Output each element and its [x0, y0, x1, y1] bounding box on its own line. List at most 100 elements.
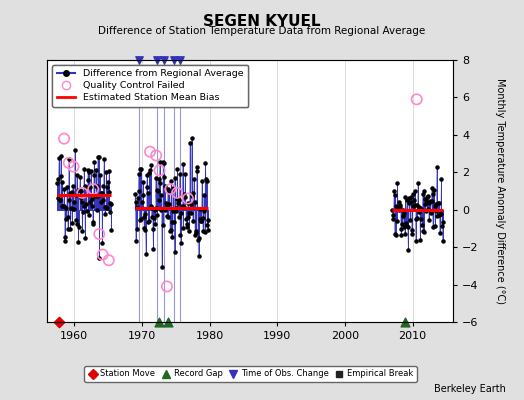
Point [90, 172, 98, 178]
Point [105, 168, 113, 174]
Point [429, 224, 437, 230]
Point [63, 214, 72, 220]
Point [181, 194, 189, 200]
Legend: Station Move, Record Gap, Time of Obs. Change, Empirical Break: Station Move, Record Gap, Time of Obs. C… [84, 366, 417, 382]
Point [169, 208, 178, 214]
Point [400, 319, 409, 325]
Point [429, 191, 438, 197]
Point [434, 200, 442, 206]
Point [178, 202, 186, 209]
Point [188, 193, 196, 199]
Point [164, 214, 172, 221]
Point [193, 164, 201, 170]
Point [69, 206, 78, 212]
Point [75, 187, 84, 193]
Point [84, 169, 93, 175]
Point [145, 217, 153, 224]
Y-axis label: Monthly Temperature Anomaly Difference (°C): Monthly Temperature Anomaly Difference (… [496, 78, 506, 304]
Point [93, 183, 102, 189]
Point [95, 255, 104, 262]
Point [139, 179, 147, 186]
Point [102, 204, 110, 210]
Point [143, 184, 151, 190]
Point [403, 223, 411, 230]
Point [177, 210, 185, 216]
Point [147, 162, 155, 168]
Point [163, 186, 172, 193]
Point [53, 180, 61, 186]
Point [73, 221, 81, 228]
Point [85, 199, 94, 206]
Point [175, 197, 183, 203]
Point [202, 178, 211, 184]
Point [66, 190, 74, 196]
Point [70, 206, 79, 212]
Point [391, 192, 399, 198]
Legend: Difference from Regional Average, Quality Control Failed, Estimated Station Mean: Difference from Regional Average, Qualit… [52, 65, 248, 107]
Point [91, 167, 100, 174]
Point [88, 196, 96, 202]
Point [396, 203, 404, 210]
Point [411, 238, 420, 245]
Point [403, 224, 412, 230]
Point [410, 196, 418, 203]
Point [158, 222, 167, 228]
Point [192, 228, 201, 234]
Point [91, 193, 99, 200]
Point [54, 319, 63, 325]
Point [105, 209, 114, 215]
Point [152, 152, 160, 159]
Point [418, 222, 426, 228]
Point [191, 232, 199, 238]
Point [417, 206, 425, 212]
Point [174, 214, 183, 220]
Point [424, 193, 432, 199]
Point [187, 201, 195, 208]
Point [53, 195, 62, 201]
Point [421, 200, 430, 207]
Point [182, 216, 190, 222]
Point [427, 208, 435, 214]
Point [402, 196, 411, 203]
Point [204, 217, 212, 223]
Point [68, 189, 76, 195]
Point [149, 245, 158, 252]
Point [144, 190, 152, 196]
Point [101, 211, 110, 218]
Point [83, 208, 91, 214]
Point [78, 199, 86, 205]
Point [155, 176, 163, 182]
Point [404, 247, 412, 253]
Point [187, 210, 195, 216]
Point [421, 196, 429, 203]
Point [99, 183, 107, 189]
Point [148, 205, 157, 212]
Point [135, 187, 144, 194]
Point [79, 209, 87, 216]
Point [177, 240, 185, 246]
Point [59, 203, 68, 209]
Point [431, 208, 440, 214]
Point [411, 202, 419, 209]
Point [159, 159, 167, 165]
Point [431, 223, 439, 229]
Point [142, 250, 150, 257]
Point [196, 206, 204, 212]
Point [134, 171, 143, 178]
Point [106, 200, 115, 206]
Point [78, 228, 86, 234]
Point [155, 319, 163, 325]
Point [88, 203, 96, 210]
Point [149, 226, 157, 233]
Point [56, 197, 64, 204]
Point [396, 202, 405, 208]
Point [170, 219, 178, 225]
Point [71, 192, 80, 198]
Point [195, 234, 203, 241]
Point [406, 216, 414, 223]
Point [79, 203, 88, 209]
Point [81, 234, 90, 241]
Point [420, 188, 429, 194]
Point [163, 283, 171, 290]
Point [105, 257, 113, 264]
